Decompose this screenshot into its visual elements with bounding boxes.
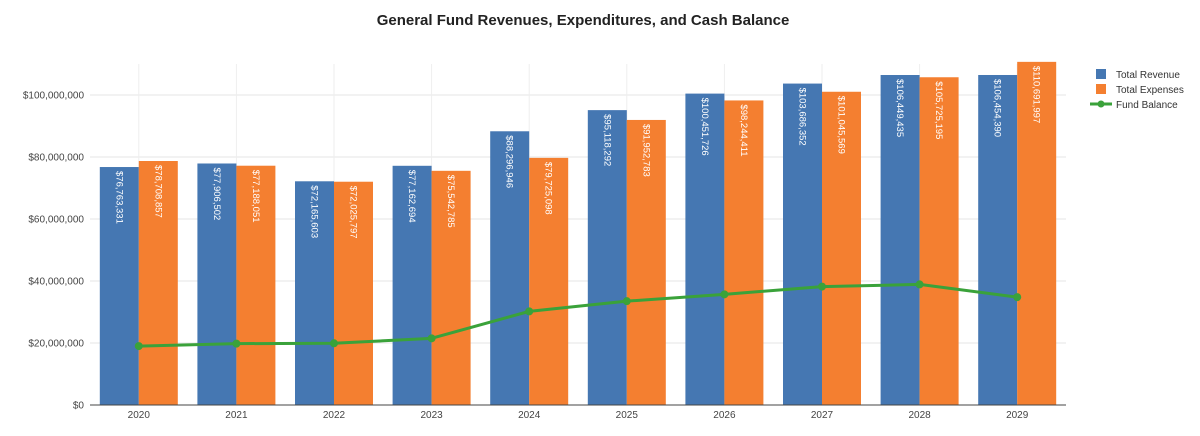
bars-layer: $76,763,331 $77,906,502 $72,165,603 $77,162… [99, 61, 1057, 406]
bar-total-expenses [626, 119, 666, 405]
line-point [525, 307, 534, 316]
bar-total-expenses [1017, 61, 1057, 406]
line-point [232, 339, 241, 348]
bar-total-revenue [783, 83, 822, 405]
legend-swatch [1096, 69, 1106, 79]
bar-total-revenue [295, 181, 334, 405]
bar-data-label: $88,296,946 [504, 135, 515, 188]
line-point [622, 297, 631, 306]
bar-total-revenue [978, 74, 1018, 405]
line-point [720, 290, 729, 299]
bar-total-expenses [822, 91, 861, 406]
y-tick-label: $0 [73, 401, 85, 412]
legend-layer: Total Revenue Total Expenses Fund Balance [1090, 69, 1184, 111]
bar-data-label: $77,906,502 [211, 167, 222, 220]
bar-data-label: $98,244,411 [738, 104, 749, 156]
bar-total-revenue [392, 165, 432, 405]
bar-data-label: $77,162,694 [406, 170, 417, 223]
legend-marker [1097, 100, 1105, 108]
line-point [330, 339, 338, 348]
bar-data-label: $103,686,352 [797, 88, 808, 146]
bar-data-label: $72,165,603 [309, 185, 320, 238]
bar-data-label: $72,025,797 [348, 186, 359, 239]
x-tick-label: 2029 [1006, 410, 1029, 421]
x-tick-label: 2021 [225, 410, 248, 421]
x-tick-label: 2025 [616, 410, 639, 421]
x-tick-label: 2024 [518, 410, 541, 421]
x-tick-label: 2023 [420, 410, 443, 421]
bar-total-expenses [724, 100, 764, 406]
bar-data-label: $101,045,569 [836, 96, 847, 154]
legend-swatch [1096, 84, 1106, 94]
line-point [818, 282, 826, 291]
bar-total-expenses [431, 170, 471, 405]
bar-total-revenue [880, 75, 920, 406]
y-tick-label: $80,000,000 [28, 153, 84, 164]
bar-total-expenses [138, 161, 178, 405]
bar-data-label: $106,454,390 [992, 79, 1003, 137]
chart-title: General Fund Revenues, Expenditures, and… [376, 12, 790, 29]
bar-total-revenue [587, 110, 627, 405]
bar-data-label: $105,725,195 [933, 81, 944, 139]
bar-data-label: $91,952,783 [640, 124, 651, 177]
y-tick-label: $60,000,000 [28, 215, 84, 226]
x-tick-label: 2026 [713, 410, 736, 421]
line-point [134, 342, 143, 351]
legend-label: Total Expenses [1116, 85, 1184, 96]
y-tick-label: $20,000,000 [28, 339, 84, 350]
bar-total-expenses [334, 181, 373, 405]
bar-total-revenue [490, 131, 530, 405]
x-tick-label: 2027 [811, 410, 834, 421]
line-fund-balance [138, 282, 1018, 348]
legend-label: Total Revenue [1116, 70, 1180, 81]
bar-total-expenses [529, 157, 569, 405]
bar-total-revenue [99, 167, 139, 405]
bar-data-label: $77,188,051 [250, 170, 261, 223]
bar-total-expenses [236, 165, 276, 405]
line-point [1013, 293, 1022, 302]
bar-data-label: $76,763,331 [113, 171, 124, 224]
bar-total-revenue [685, 93, 725, 406]
bar-data-label: $79,725,098 [543, 162, 554, 215]
bar-total-expenses [919, 77, 959, 405]
line-point [427, 334, 436, 343]
bar-data-label: $110,691,997 [1031, 66, 1042, 123]
x-tick-label: 2028 [908, 410, 931, 421]
bar-data-label: $75,542,785 [445, 175, 456, 228]
axis-layer: $0 $20,000,000 $40,000,000 $60,000,000 $80,0… [23, 91, 1066, 421]
y-tick-label: $40,000,000 [28, 277, 84, 288]
line-layer [134, 280, 1022, 351]
bar-data-label: $106,449,435 [894, 79, 905, 137]
x-tick-label: 2022 [323, 410, 346, 421]
bar-data-label: $100,451,726 [699, 98, 710, 156]
bar-total-revenue [197, 163, 237, 405]
x-tick-label: 2020 [128, 410, 151, 421]
bar-data-label: $78,708,857 [152, 165, 163, 218]
line-point [915, 280, 924, 289]
bar-data-label: $95,118,292 [601, 114, 612, 166]
legend-label: Fund Balance [1116, 100, 1178, 111]
y-tick-label: $100,000,000 [23, 91, 85, 102]
